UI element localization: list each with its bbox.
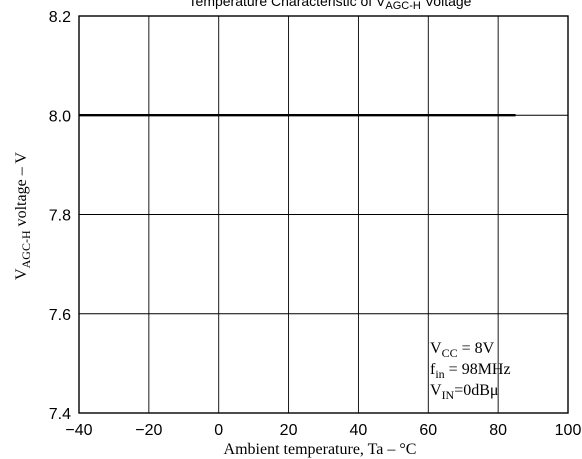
annotation-line: VIN=0dBμ [430,382,499,402]
y-tick-label: 8.0 [49,108,71,125]
grid [79,16,568,413]
title-sub: AGC-H [385,0,421,12]
y-tick-label: 8.2 [49,9,71,26]
plot-frame [78,15,569,414]
annotation-tail: =0dBμ [454,382,498,399]
annotation-sub: CC [442,346,458,360]
ylabel-main: V [13,268,30,280]
x-tick-label: 80 [489,422,507,439]
x-tick-label: 60 [419,422,437,439]
annotation-tail: = 8V [458,340,495,357]
x-tick-label: 40 [350,422,368,439]
annotation-line: VCC = 8V [430,340,495,360]
title-main: Temperature Characteristic of V [189,0,387,9]
y-tick-label: 7.4 [49,406,71,423]
y-tick-label: 7.8 [49,208,71,225]
annotation-main: V [430,340,442,357]
y-tick-label: 7.6 [49,307,71,324]
x-axis-label: Ambient temperature, Ta – °C [224,441,417,458]
x-tick-label: 20 [280,422,298,439]
annotation-main: V [430,382,442,399]
annotation-tail: = 98MHz [445,361,511,378]
x-tick-label: −20 [135,422,162,439]
title-tail: Voltage [421,0,472,9]
annotation-sub: IN [442,388,455,402]
annotation-line: fin = 98MHz [430,361,511,381]
x-tick-label: −40 [65,422,92,439]
y-axis-label: VAGC-H voltage – V [13,152,33,280]
chart-title: Temperature Characteristic of VAGC-H Vol… [189,0,472,12]
x-tick-label: 0 [214,422,223,439]
ylabel-tail: voltage – V [13,152,30,231]
annotation-main: f [430,361,436,378]
ylabel-sub: AGC-H [19,230,33,268]
annotation-sub: in [435,367,444,381]
tick-labels: −40 −20 0 20 40 60 80 100 7.4 7.6 7.8 8.0 8.2 [49,9,582,439]
x-tick-label: 100 [555,422,582,439]
